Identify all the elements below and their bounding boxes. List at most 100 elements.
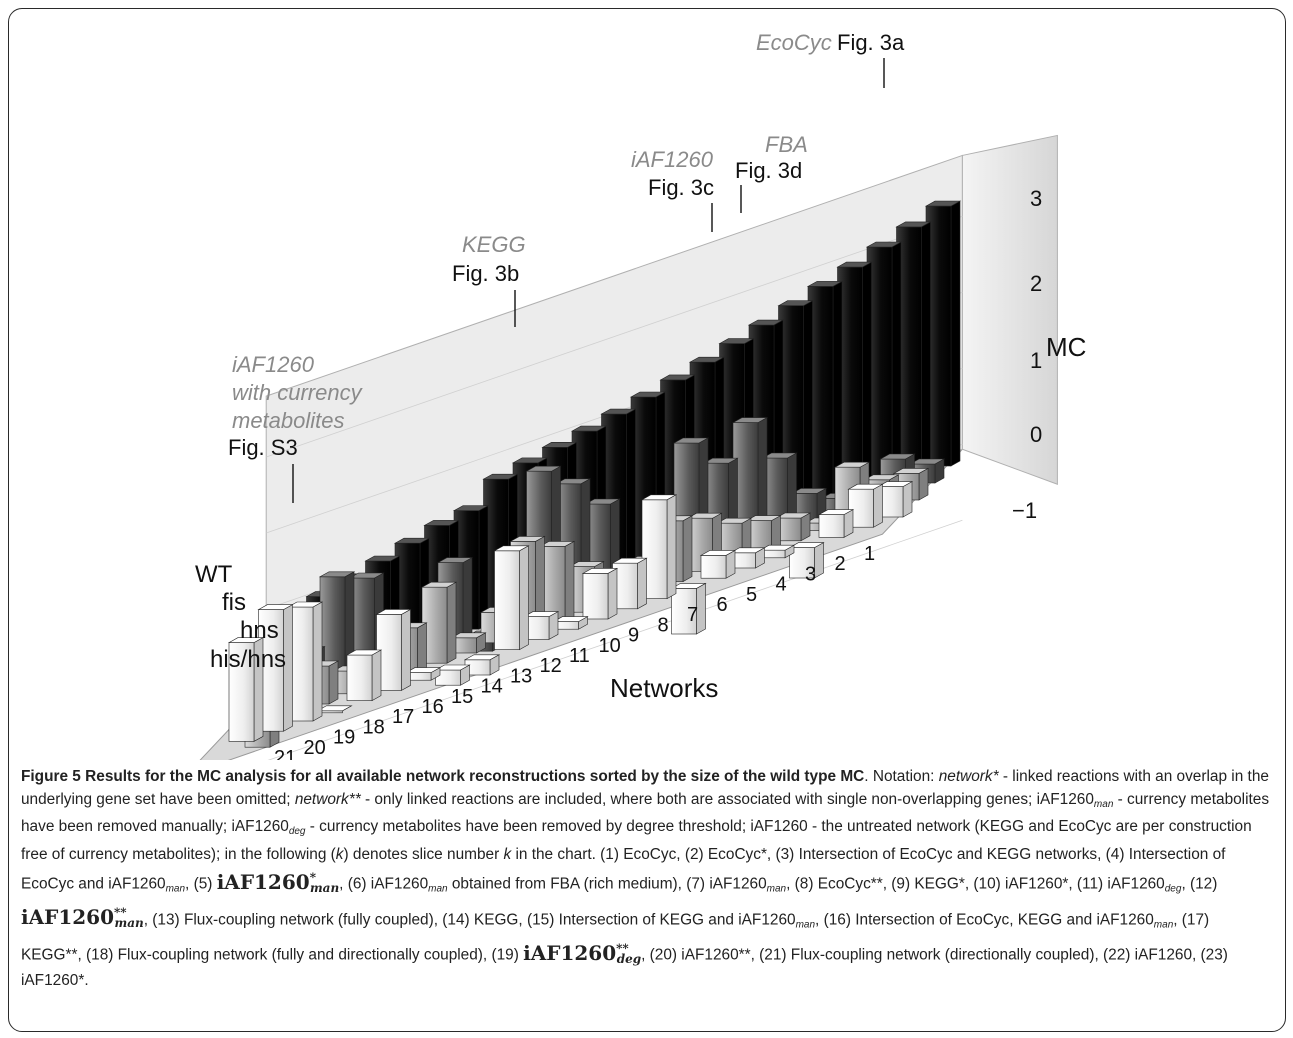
bar-top [450,632,487,639]
bar-side [902,481,913,518]
bar-his-hns-slice-17 [404,667,442,681]
bar-top [863,474,900,481]
x-axis-title: Networks [610,673,718,703]
annotation-ecocyc: EcoCyc [756,30,832,55]
notation-network-dstar-desc: - only linked reactions are included, wh… [364,790,1033,808]
bar-top [670,583,707,589]
bar-top [538,541,576,547]
bar-top [729,547,766,554]
slice-label-11: 11 [569,645,590,667]
bar-his-hns-slice-9 [640,494,678,600]
bar-top [375,609,412,615]
bar-group [227,200,962,748]
caption-items-b: , (5) [185,876,213,894]
iaf-text: iAF1260 [231,818,289,836]
row-label-his-hns: his/hns [210,646,286,673]
iaf-text: iAF1260 [21,905,114,930]
bar-hns-slice-5 [774,512,812,542]
slice-label-12: 12 [540,655,562,677]
side-wall [961,134,1058,485]
bar-top [847,483,884,490]
bar-side [417,622,427,674]
bar-top [715,517,753,524]
caption-items-c: , (6) iAF1260 [339,876,429,894]
bar-top [659,374,696,381]
slice-label-14: 14 [481,676,503,698]
bar-side [682,515,693,583]
bar-top [554,478,592,485]
slice-label-18: 18 [363,716,385,738]
bar-side [401,608,411,691]
slice-label-20: 20 [304,737,326,759]
bar-his-hns-slice-10 [611,557,648,610]
y-axis-title: MC [1046,332,1086,362]
bar-side [371,649,382,702]
bar-front [582,573,609,620]
slice-label-5: 5 [746,584,757,606]
man-sub: man [309,881,340,896]
bar-top [420,581,458,588]
slice-label-13: 13 [510,665,532,687]
k-var: k [503,845,512,863]
bar-top [404,667,442,673]
bar-top [688,356,726,363]
bar-his-hns-slice-20 [316,705,353,714]
bar-front [228,642,255,742]
slice-label-6: 6 [717,594,728,616]
dstar-sup: ** [616,940,629,955]
bar-top [393,537,431,544]
slice-label-22: 22 [245,757,267,760]
bar-side [803,300,813,518]
bar-top [758,544,796,551]
caption-items-f: , (12) [1181,876,1218,894]
bar-hns-slice-16 [450,632,487,654]
bar-top [686,512,723,519]
bar-wt-slice-1 [924,200,962,467]
bar-top [833,461,871,468]
deg-sub: deg [1164,884,1182,896]
caption-items-a: (1) EcoCyc, (2) EcoCyc*, (3) Intersectio… [21,845,1226,894]
bar-top [924,200,962,207]
annotation-iaf1260: iAF1260 [631,147,714,172]
bar-top [227,637,265,643]
bar-top [745,515,782,521]
man-sub: man [165,884,186,896]
man-sub: man [428,884,448,896]
caption-items-h: , (16) Intersection of EcoCyc, KEGG and … [815,911,1154,929]
bar-side [607,567,618,620]
bar-his-hns-slice-14 [493,545,530,651]
bar-top [774,512,812,519]
slice-label-19: 19 [333,727,355,749]
z-tick-−1: −1 [1012,498,1037,523]
bar-front [700,555,727,579]
bar-his-hns-slice-18 [375,608,412,691]
bar-top [777,300,814,307]
deg-desc: - currency metabolites have been removed… [309,818,747,836]
notation-network-star-desc: - linked reactions with an overlap in th… [21,768,1269,808]
bar-top [699,550,737,556]
bar-top [836,261,873,268]
bar-his-hns-slice-11 [581,567,619,620]
dstar-sup: ** [113,905,127,920]
bar-wt-slice-3 [865,241,903,487]
annotation-fig3a: Fig. 3a [837,30,905,55]
slice-label-16: 16 [422,696,444,718]
bar-top [581,568,619,574]
bar-top [509,536,546,542]
row-label-fis: fis [222,589,246,616]
bar-side [446,581,457,664]
row-label-hns: hns [240,617,279,644]
bar-top [702,457,739,464]
bar-side [873,483,883,528]
bar-top [348,572,385,579]
notation-network-star: network* [938,768,999,785]
notation-network-dstar: network** [294,790,361,808]
slice-label-4: 4 [776,574,787,596]
annotation-fig3c: Fig. 3c [648,175,714,200]
man-sub: man [795,919,816,931]
bar-his-hns-slice-1 [876,481,914,518]
bar-his-hns-slice-3 [817,509,855,538]
bar-top [436,557,474,563]
man-sub: man [766,884,787,896]
slice-label-7: 7 [687,604,698,626]
